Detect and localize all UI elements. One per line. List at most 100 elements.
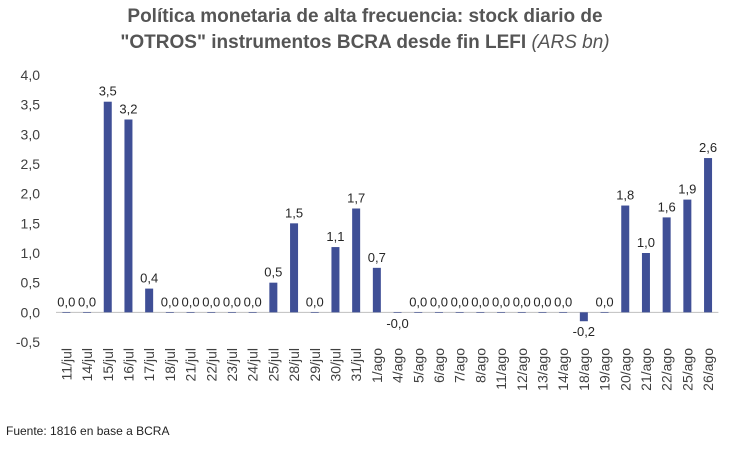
data-label: 1,6 [658,199,676,214]
bar [62,312,71,313]
bar [704,158,713,313]
bar [83,312,92,313]
bar [310,312,319,313]
x-tick-label: 7/ago [452,348,468,383]
data-label: 0,0 [492,294,510,309]
data-label: 0,0 [533,294,551,309]
data-label: 0,0 [409,294,427,309]
x-tick-label: 23/jul [224,348,240,381]
bar [103,101,112,313]
y-tick-label: 1,0 [21,245,41,261]
x-tick-label: 22/ago [659,348,675,391]
x-tick-label: 21/jul [183,348,199,381]
y-tick-label: 1,5 [21,215,41,231]
data-label: 0,0 [430,294,448,309]
x-tick-label: 15/jul [100,348,116,381]
data-label: 0,0 [306,294,324,309]
x-tick-label: 12/ago [514,348,530,391]
bar [455,312,464,313]
data-label: 0,0 [513,294,531,309]
x-tick-label: 25/jul [265,348,281,381]
x-tick-label: 18/jul [162,348,178,381]
bar [641,253,650,313]
x-tick-label: 26/ago [700,348,716,391]
bar [227,312,236,313]
x-tick-label: 24/jul [245,348,261,381]
x-tick-label: 14/jul [79,348,95,381]
data-label: 1,9 [678,182,696,197]
data-label: 0,0 [57,294,75,309]
x-tick-label: 30/jul [327,348,343,381]
x-tick-label: 20/ago [617,348,633,391]
data-label: 0,0 [596,294,614,309]
x-tick-label: 25/ago [679,348,695,391]
data-label: 0,0 [182,294,200,309]
data-label: 1,7 [347,191,365,206]
x-tick-label: 8/ago [472,348,488,383]
bar [290,223,299,313]
data-label: 0,0 [161,294,179,309]
y-tick-label: 2,5 [21,156,41,172]
y-tick-label: 4,0 [21,67,41,83]
x-tick-label: 18/ago [576,348,592,391]
data-label: 0,0 [451,294,469,309]
bar [559,312,568,313]
x-tick-label: 4/ago [390,348,406,383]
bar [600,312,609,313]
data-label: 0,0 [471,294,489,309]
bar [434,312,443,313]
bar [662,217,671,313]
data-label: -0,0 [386,316,408,331]
x-tick-label: 13/ago [534,348,550,391]
data-label: 0,0 [202,294,220,309]
y-tick-label: 0,5 [21,275,41,291]
bar [538,312,547,313]
data-label: 0,0 [223,294,241,309]
x-tick-label: 28/jul [286,348,302,381]
bar [269,282,278,313]
x-tick-label: 29/jul [307,348,323,381]
chart-title-unit: (ARS bn) [531,32,610,53]
source-note: Fuente: 1816 en base a BCRA [6,424,170,438]
bar [372,267,381,313]
bar [207,312,216,313]
chart-title-line1: Política monetaria de alta frecuencia: s… [127,6,603,27]
data-label: 1,5 [285,205,303,220]
data-label: 2,6 [699,140,717,155]
x-tick-label: 11/ago [493,348,509,390]
bar [248,312,257,313]
x-tick-label: 6/ago [431,348,447,383]
bar [393,312,402,313]
y-tick-label: 2,0 [21,186,41,202]
bar [352,208,361,313]
bar [497,312,506,313]
data-label: 0,7 [368,250,386,265]
x-tick-label: 16/jul [120,348,136,381]
bar [331,247,340,313]
bar [186,312,195,313]
x-tick-label: 21/ago [638,348,654,391]
x-tick-label: 17/jul [141,348,157,381]
chart-title: Política monetaria de alta frecuencia: s… [0,4,730,56]
data-label: 3,5 [99,84,117,99]
data-label: 0,0 [554,294,572,309]
data-label: 1,1 [326,229,344,244]
bar [476,312,485,313]
data-label: 0,4 [140,271,158,286]
x-tick-label: 11/jul [58,348,74,380]
x-tick-label: 5/ago [410,348,426,383]
x-tick-label: 22/jul [203,348,219,381]
data-label: 0,5 [264,265,282,280]
x-tick-label: 31/jul [348,348,364,381]
bar [124,119,133,313]
bar [145,288,154,313]
x-tick-label: 1/ago [369,348,385,383]
chart-title-line2-text: "OTROS" instrumentos BCRA desde fin LEFI [120,32,527,53]
y-tick-label: 0,0 [21,304,41,320]
bar [683,199,692,313]
y-tick-label: 3,0 [21,126,41,142]
bar [165,312,174,313]
bar [517,312,526,313]
bar [414,312,423,313]
